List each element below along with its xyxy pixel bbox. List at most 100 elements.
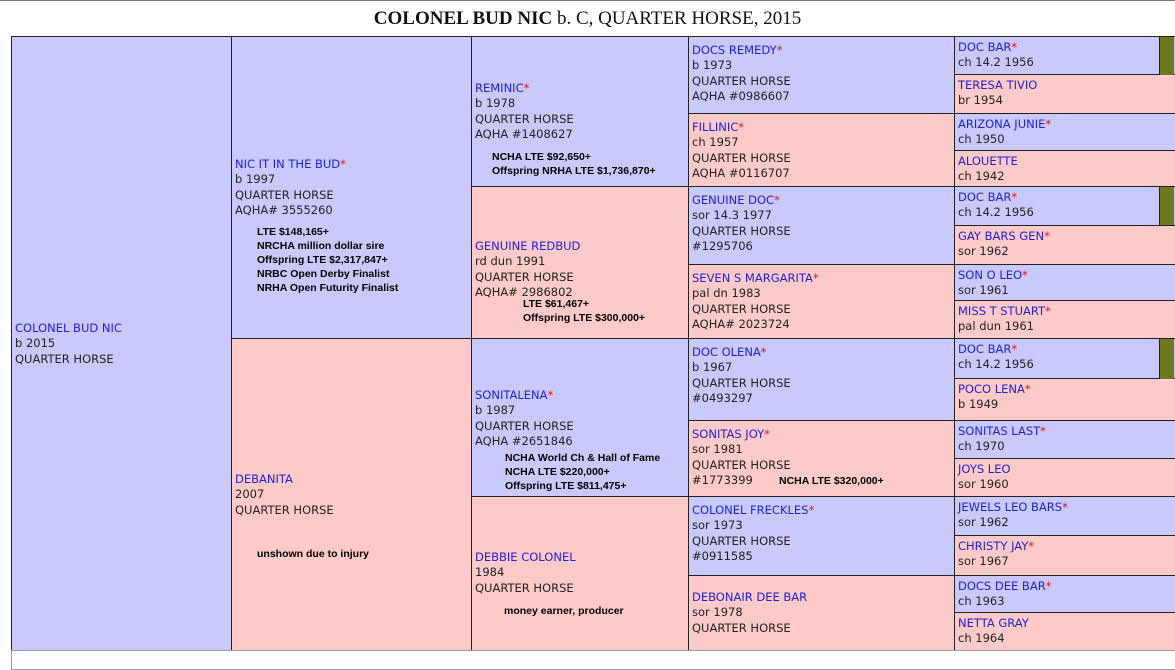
gen4-1-name[interactable]: TERESA TIVIO	[958, 78, 1038, 92]
gen4-14-name-link[interactable]: DOCS DEE BAR*	[958, 579, 1174, 594]
star-mark: *	[1011, 190, 1018, 204]
scroll-tab-1[interactable]	[1159, 187, 1174, 225]
gen2-1-name-link[interactable]: GENUINE REDBUD	[475, 239, 686, 254]
gen3-3-name[interactable]: SEVEN S MARGARITA	[692, 271, 813, 285]
gen4-cell-6: SON O LEO* sor 1961	[954, 264, 1175, 301]
gen4-6-name[interactable]: SON O LEO	[958, 268, 1023, 282]
gen3-6-name[interactable]: COLONEL FRECKLES	[692, 503, 809, 517]
gen4-12-name[interactable]: JEWELS LEO BARS	[958, 500, 1063, 514]
gen4-14-name[interactable]: DOCS DEE BAR	[958, 579, 1046, 593]
sire-name[interactable]: NIC IT IN THE BUD	[235, 157, 341, 171]
gen3-1-name-link[interactable]: FILLINIC*	[692, 120, 952, 135]
gen4-0-name-link[interactable]: DOC BAR*	[958, 40, 1174, 55]
gen3-0-name-link[interactable]: DOCS REMEDY*	[692, 43, 952, 58]
gen4-5-name[interactable]: GAY BARS GEN	[958, 229, 1045, 243]
gen3-2-name-link[interactable]: GENUINE DOC*	[692, 193, 952, 208]
dam-name-link[interactable]: DEBANITA	[235, 472, 469, 487]
dam-name[interactable]: DEBANITA	[235, 472, 293, 486]
top-divider	[0, 0, 1175, 1]
gen2-2-name-link[interactable]: SONITALENA*	[475, 388, 686, 403]
gen2-0-name-link[interactable]: REMINIC*	[475, 81, 686, 96]
gen4-3-name-link[interactable]: ALOUETTE	[958, 154, 1174, 169]
scroll-tab-2[interactable]	[1159, 339, 1174, 379]
gen3-5-info-line: QUARTER HORSE	[692, 457, 791, 472]
subject-name-link[interactable]: COLONEL BUD NIC	[15, 321, 229, 336]
gen3-4-name-link[interactable]: DOC OLENA*	[692, 345, 952, 360]
star-mark: *	[1062, 500, 1068, 514]
gen3-cell-5: SONITAS JOY* sor 1981 QUARTER HORSE #177339…	[688, 420, 955, 497]
gen3-7-name-link[interactable]: DEBONAIR DEE BAR	[692, 590, 952, 605]
gen4-8-name-link[interactable]: DOC BAR*	[958, 342, 1174, 357]
gen4-2-name-link[interactable]: ARIZONA JUNIE*	[958, 117, 1174, 132]
star-mark: *	[764, 427, 770, 441]
gen2-1-content: GENUINE REDBUD rd dun 1991 QUARTER HORSE AQ…	[475, 239, 686, 301]
sire-note: NRHA Open Futurity Finalist	[257, 282, 399, 294]
subject-info-line: b 2015	[15, 336, 56, 350]
gen3-1-name[interactable]: FILLINIC	[692, 120, 739, 134]
star-mark: *	[760, 345, 767, 359]
star-mark: *	[1011, 40, 1018, 54]
gen4-5-name-link[interactable]: GAY BARS GEN*	[958, 229, 1174, 244]
sire-content: NIC IT IN THE BUD* b 1997 QUARTER HORSE AQH…	[235, 157, 469, 219]
gen3-3-info-line: pal dn 1983	[692, 286, 761, 300]
gen3-3-name-link[interactable]: SEVEN S MARGARITA*	[692, 271, 952, 286]
gen4-10-name-link[interactable]: SONITAS LAST*	[958, 424, 1174, 439]
gen2-0-name[interactable]: REMINIC	[475, 81, 524, 95]
gen4-12-content: JEWELS LEO BARS* sor 1962	[958, 500, 1174, 531]
gen4-8-info-line: ch 14.2 1956	[958, 357, 1034, 371]
gen4-13-name[interactable]: CHRISTY JAY	[958, 539, 1029, 553]
gen4-7-content: MISS T STUART* pal dun 1961	[958, 304, 1174, 335]
gen2-cell-0: REMINIC* b 1978 QUARTER HORSE AQHA #1408627…	[471, 36, 689, 187]
gen3-5-name[interactable]: SONITAS JOY	[692, 427, 765, 441]
gen4-cell-5: GAY BARS GEN* sor 1962	[954, 225, 1175, 265]
subject-info-line: QUARTER HORSE	[15, 351, 114, 366]
gen3-6-name-link[interactable]: COLONEL FRECKLES*	[692, 503, 952, 518]
gen4-15-name[interactable]: NETTA GRAY	[958, 616, 1029, 630]
scroll-tab-0[interactable]	[1159, 37, 1174, 75]
gen4-9-name-link[interactable]: POCO LENA*	[958, 382, 1174, 397]
gen3-cell-4: DOC OLENA* b 1967 QUARTER HORSE #0493297	[688, 338, 955, 421]
gen4-4-name[interactable]: DOC BAR	[958, 190, 1012, 204]
gen4-1-name-link[interactable]: TERESA TIVIO	[958, 78, 1174, 93]
gen3-2-name[interactable]: GENUINE DOC	[692, 193, 775, 207]
gen4-4-name-link[interactable]: DOC BAR*	[958, 190, 1174, 205]
gen2-3-name-link[interactable]: DEBBIE COLONEL	[475, 550, 686, 565]
gen4-10-name[interactable]: SONITAS LAST	[958, 424, 1041, 438]
gen3-2-info-line: QUARTER HORSE	[692, 223, 791, 238]
gen4-9-name[interactable]: POCO LENA	[958, 382, 1025, 396]
gen4-11-name[interactable]: JOYS LEO	[958, 462, 1011, 476]
gen2-2-note: NCHA World Ch & Hall of Fame	[505, 452, 661, 464]
subject-name[interactable]: COLONEL BUD NIC	[15, 321, 122, 335]
gen3-4-name[interactable]: DOC OLENA	[692, 345, 761, 359]
gen4-3-name[interactable]: ALOUETTE	[958, 154, 1018, 168]
gen2-0-content: REMINIC* b 1978 QUARTER HORSE AQHA #1408627	[475, 81, 686, 143]
gen3-5-name-link[interactable]: SONITAS JOY*	[692, 427, 952, 442]
sire-cell: NIC IT IN THE BUD* b 1997 QUARTER HORSE AQH…	[231, 36, 472, 339]
dam-cell: DEBANITA 2007 QUARTER HORSE unshown due to …	[231, 338, 472, 651]
gen4-15-name-link[interactable]: NETTA GRAY	[958, 616, 1174, 631]
gen3-7-name[interactable]: DEBONAIR DEE BAR	[692, 590, 808, 604]
gen3-2-content: GENUINE DOC* sor 14.3 1977 QUARTER HORSE #1…	[692, 193, 952, 255]
gen4-12-name-link[interactable]: JEWELS LEO BARS*	[958, 500, 1174, 515]
gen2-3-name[interactable]: DEBBIE COLONEL	[475, 550, 576, 564]
gen3-0-name[interactable]: DOCS REMEDY	[692, 43, 777, 57]
gen4-7-name-link[interactable]: MISS T STUART*	[958, 304, 1174, 319]
gen3-6-info-line: QUARTER HORSE	[692, 533, 791, 548]
sire-name-link[interactable]: NIC IT IN THE BUD*	[235, 157, 469, 172]
gen4-7-name[interactable]: MISS T STUART	[958, 304, 1046, 318]
gen4-cell-1: TERESA TIVIO br 1954	[954, 74, 1175, 114]
gen4-11-name-link[interactable]: JOYS LEO	[958, 462, 1174, 477]
gen4-cell-15: NETTA GRAY ch 1964	[954, 612, 1175, 651]
sire-note: Offspring LTE $2,317,847+	[257, 254, 388, 266]
gen2-1-name[interactable]: GENUINE REDBUD	[475, 239, 581, 253]
gen4-13-name-link[interactable]: CHRISTY JAY*	[958, 539, 1174, 554]
gen4-11-info-line: sor 1960	[958, 477, 1009, 491]
gen4-6-content: SON O LEO* sor 1961	[958, 268, 1174, 299]
gen4-6-name-link[interactable]: SON O LEO*	[958, 268, 1174, 283]
gen4-8-name[interactable]: DOC BAR	[958, 342, 1012, 356]
gen4-0-name[interactable]: DOC BAR	[958, 40, 1012, 54]
gen4-cell-11: JOYS LEO sor 1960	[954, 458, 1175, 497]
gen2-2-name[interactable]: SONITALENA	[475, 388, 548, 402]
gen4-2-name[interactable]: ARIZONA JUNIE	[958, 117, 1046, 131]
gen2-2-note: NCHA LTE $220,000+	[505, 466, 610, 478]
